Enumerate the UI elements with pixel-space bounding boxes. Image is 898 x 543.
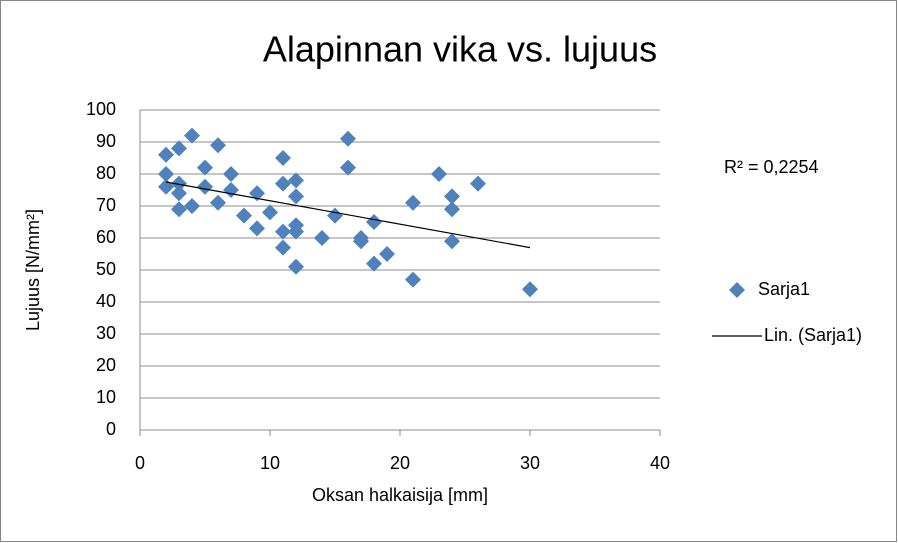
y-tick-label: 10 (96, 387, 116, 407)
x-tick-label: 20 (390, 453, 410, 473)
point (262, 204, 278, 221)
y-tick-label: 80 (96, 163, 116, 183)
point (197, 159, 213, 176)
point (379, 246, 395, 262)
point (249, 220, 265, 237)
point (223, 166, 239, 182)
point (405, 271, 421, 288)
point (158, 166, 174, 182)
legend-marker (729, 282, 745, 298)
x-tick-label: 0 (135, 453, 145, 473)
point (158, 146, 174, 163)
point (275, 150, 291, 166)
point (171, 140, 187, 157)
point (171, 175, 187, 192)
x-axis-label: Oksan halkaisija [mm] (312, 485, 488, 505)
trendline (165, 181, 531, 249)
point (171, 185, 187, 202)
point (288, 258, 304, 275)
y-tick-label: 100 (86, 99, 116, 119)
x-tick-label: 10 (260, 453, 280, 473)
point (288, 188, 304, 205)
point (184, 198, 200, 214)
y-axis-label: Lujuus [N/mm²] (23, 209, 43, 331)
y-tick-label: 60 (96, 227, 116, 247)
point (366, 214, 382, 230)
y-tick-label: 20 (96, 355, 116, 375)
point (366, 255, 382, 272)
y-tick-label: 30 (96, 323, 116, 343)
point (210, 194, 226, 211)
point (288, 172, 304, 189)
y-tick-label: 40 (96, 291, 116, 311)
point (444, 233, 460, 250)
point (444, 201, 460, 218)
y-tick-label: 90 (96, 131, 116, 151)
point (236, 207, 252, 224)
point (340, 159, 356, 176)
point (210, 137, 226, 154)
point (288, 223, 304, 240)
point (431, 166, 447, 182)
legend-label: Lin. (Sarja1) (764, 325, 862, 345)
point (314, 230, 330, 246)
legend-label: Sarja1 (758, 279, 810, 299)
x-tick-label: 40 (650, 453, 670, 473)
point (470, 175, 486, 192)
x-tick-label: 30 (520, 453, 540, 473)
point (197, 178, 213, 195)
point (522, 281, 538, 298)
y-tick-label: 50 (96, 259, 116, 279)
point (275, 239, 291, 256)
point (275, 223, 291, 240)
point (171, 201, 187, 218)
chart-title: Alapinnan vika vs. lujuus (263, 29, 657, 70)
point (340, 130, 356, 147)
r-squared: R² = 0,2254 (724, 157, 819, 177)
point (275, 175, 291, 192)
point (405, 194, 421, 211)
point (353, 233, 369, 250)
y-tick-label: 70 (96, 195, 116, 215)
point (444, 188, 460, 205)
y-tick-label: 0 (106, 419, 116, 439)
point (184, 127, 200, 144)
